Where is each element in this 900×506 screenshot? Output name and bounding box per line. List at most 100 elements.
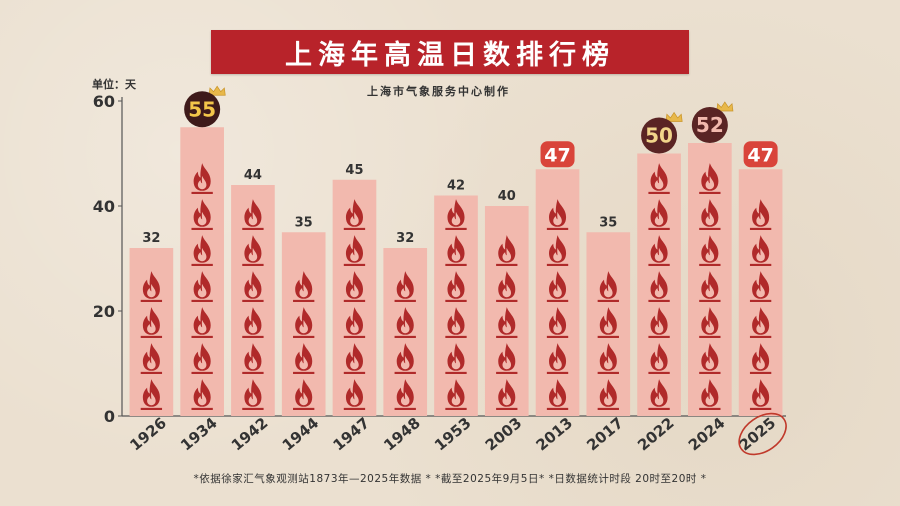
flame-icon [242,307,264,338]
badge [743,141,778,168]
flame-icon [343,199,366,230]
chart-title: 上海年高温日数排行榜 [285,39,615,71]
x-tick-label: 1944 [279,414,323,455]
footnote: *依据徐家汇气象观测站1873年—2025年数据 * *截至2025年9月5日*… [193,473,707,485]
flame-icon [242,199,264,230]
bar [484,206,529,416]
flame-icon [191,343,213,374]
flame-icon [445,343,467,374]
bar [434,195,478,416]
x-tick-label: 2022 [634,414,678,455]
y-tick-label: 20 [93,302,115,321]
flame-icon [445,199,467,230]
data-label: 32 [142,231,160,246]
unit-label: 单位：天 [92,78,136,91]
flame-icon [749,199,772,230]
y-tick-label: 60 [93,92,115,111]
x-tick-label: 1953 [431,414,475,455]
data-label: 44 [244,168,262,183]
flame-icon [496,307,518,338]
data-label: 40 [498,189,516,204]
bar [281,232,326,416]
bar [383,248,428,416]
data-label: 42 [447,179,465,194]
bar [586,232,631,416]
bar [332,179,377,416]
flame-icon [191,307,213,338]
flame-icon [648,307,670,338]
flame-icon [191,379,213,410]
flame-icon [546,235,569,266]
data-label: 50 [645,124,673,148]
title-banner: 上海年高温日数排行榜 [211,30,689,74]
subtitle: 上海市气象服务中心制作 [367,85,510,98]
flame-icon [445,271,467,302]
flame-icon [648,343,670,374]
flame-icon [140,379,163,410]
flame-icon [496,343,518,374]
crown-icon [716,101,734,112]
flame-icon [699,163,721,194]
highlight-circle [738,412,787,456]
y-tick-label: 0 [104,407,115,426]
bar [738,169,783,416]
flame-icon [496,235,518,266]
x-tick-label: 2017 [583,414,627,455]
flame-icon [293,379,315,410]
flame-icon [648,163,670,194]
flame-icon [648,271,670,302]
x-tick-label: 1926 [126,414,170,455]
flame-icon [699,271,721,302]
flame-icon [546,307,569,338]
x-tick-label: 2024 [685,414,729,455]
x-tick-label: 2013 [533,414,577,455]
flame-icon [597,379,619,410]
flame-icon [343,343,366,374]
labels: 32 1926 55 1934 44 1942 35 1944 45 1947 32 1948 42 19… [126,85,787,456]
flame-icon [242,343,264,374]
bar [129,248,174,416]
flame-icon [140,307,163,338]
flame-icon [699,307,721,338]
flame-icon [394,307,416,338]
flame-icon [648,199,670,230]
flame-icon [191,235,213,266]
flame-icon [445,307,467,338]
bar [231,185,275,416]
axes: 0 20 40 60 [93,92,786,426]
x-tick-label: 1942 [228,414,272,455]
flame-icon [394,271,416,302]
bar [180,127,224,416]
flame-icon [749,235,772,266]
flame-icon [749,271,772,302]
bar [535,169,580,416]
flame-icon [699,343,721,374]
flame-icon [749,343,772,374]
flame-icon [394,343,416,374]
flame-icon [699,235,721,266]
data-label: 55 [188,97,216,121]
flame-icon [496,271,518,302]
data-label: 45 [345,163,363,178]
bar [637,153,681,416]
flame-icon [749,307,772,338]
x-tick-label: 1934 [177,414,221,455]
x-tick-label: 1948 [380,414,424,455]
badge [540,141,575,168]
flame-icon [343,271,366,302]
data-label: 35 [599,215,617,230]
flame-icon [293,271,315,302]
badge [641,117,678,154]
flame-icon [496,379,518,410]
bar [688,143,732,416]
x-tick-label: 2003 [482,414,526,455]
data-label: 32 [396,231,414,246]
flame-icon [343,235,366,266]
flame-icon [293,307,315,338]
crown-icon [665,112,683,122]
flame-icon [242,271,264,302]
badge [184,91,221,128]
flame-icon [343,379,366,410]
flame-icon [546,271,569,302]
